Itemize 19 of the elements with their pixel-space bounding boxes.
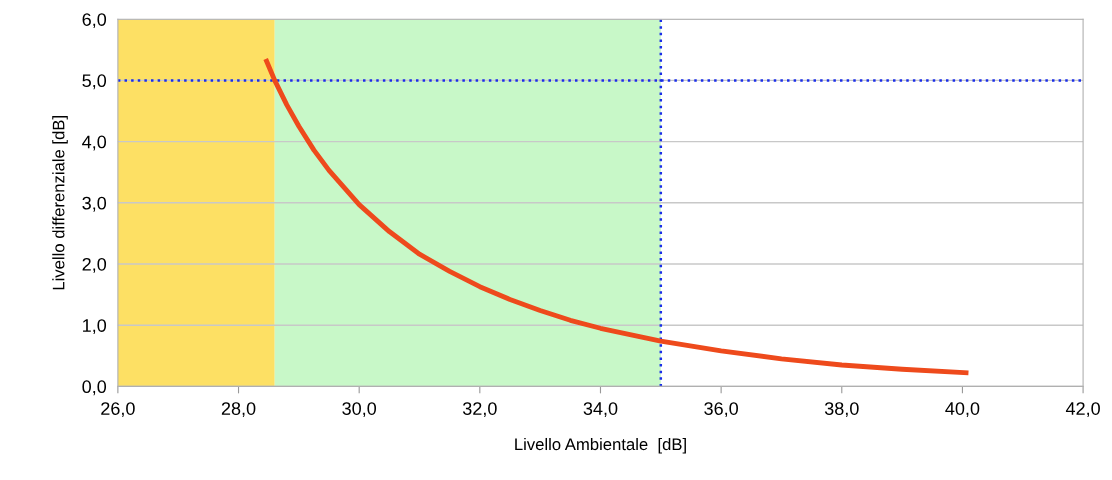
y-axis-title: Livello differenziale [dB] [52, 116, 68, 290]
y-tick-label: 2,0 [82, 257, 107, 273]
x-tick-label: 28,0 [221, 402, 256, 418]
x-tick-label: 32,0 [462, 402, 497, 418]
x-tick-label: 26,0 [101, 402, 135, 418]
y-tick-label: 5,0 [82, 74, 107, 90]
line-series [263, 56, 971, 376]
x-axis-title: Livello Ambientale [dB] [515, 437, 686, 454]
y-tick-label: 4,0 [82, 135, 107, 151]
y-tick-label: 1,0 [83, 319, 107, 335]
x-tick-label: 36,0 [704, 402, 738, 418]
x-tick-label: 40,0 [945, 402, 980, 418]
x-tick-label: 42,0 [1065, 402, 1100, 418]
x-tick-label: 34,0 [583, 402, 618, 418]
x-tick-label: 38,0 [824, 402, 859, 418]
x-tick-label: 30,0 [342, 402, 377, 418]
y-tick-label: 6,0 [82, 13, 107, 29]
y-tick-label: 3,0 [82, 196, 107, 212]
y-tick-label: 0,0 [82, 380, 107, 396]
